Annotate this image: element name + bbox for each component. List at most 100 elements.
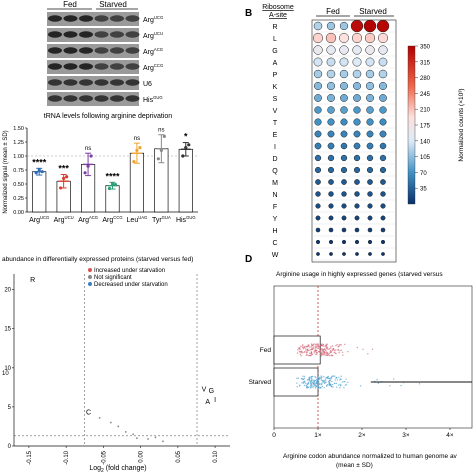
usage-point: [327, 380, 330, 383]
blot-band: [79, 95, 93, 102]
usage-point: [302, 351, 304, 354]
heatmap-panel: B Ribosome A-site Fed Starved RLGAPKSVTE…: [245, 4, 465, 263]
usage-point: [306, 351, 309, 353]
colorbar-tick-label: 70: [420, 171, 427, 177]
usage-point: [296, 382, 298, 384]
usage-point: [321, 352, 323, 355]
heatmap-cell: [328, 215, 334, 221]
heatmap-cell: [363, 19, 377, 33]
usage-point: [337, 346, 339, 348]
heatmap-row-label: D: [272, 156, 277, 163]
panel-b-label: B: [245, 8, 252, 19]
heatmap-cell: [352, 45, 362, 55]
usage-point: [317, 343, 319, 345]
category-label: ArgACG: [78, 215, 98, 224]
heatmap-cell: [352, 69, 362, 79]
volcano-xlabel: Log2 (fold change): [89, 465, 146, 474]
heatmap-cell: [312, 32, 324, 44]
heatmap-cell: [326, 69, 336, 79]
blot-band: [48, 47, 62, 54]
blot-band: [63, 47, 78, 54]
heatmap-cell: [354, 203, 360, 209]
heatmap-cell: [339, 21, 349, 31]
usage-point: [340, 344, 342, 346]
heatmap-cell: [352, 57, 362, 67]
usage-point: [319, 387, 321, 389]
usage-point: [323, 376, 325, 378]
blot-band: [63, 15, 78, 22]
data-point: [37, 168, 41, 172]
usage-point: [308, 349, 310, 352]
heatmap-cell: [341, 227, 347, 233]
heatmap-cell: [325, 32, 337, 44]
category-label: LeuUAG: [127, 215, 148, 224]
usage-point: [310, 384, 313, 386]
usage-point: [333, 348, 335, 351]
heatmap-cell: [314, 94, 322, 102]
usage-point: [336, 379, 339, 381]
usage-point: [326, 384, 329, 386]
y-tick-label: 20: [4, 288, 11, 294]
heatmap-cell: [341, 239, 347, 245]
heatmap-cell: [314, 166, 322, 174]
data-point: [132, 160, 136, 164]
usage-point: [335, 382, 338, 385]
heatmap-cell: [366, 166, 374, 174]
usage-point: [320, 344, 323, 347]
blot-band: [79, 63, 93, 70]
usage-point: [301, 350, 303, 352]
usage-point: [330, 346, 332, 348]
bar: [32, 171, 47, 213]
usage-point: [307, 381, 310, 384]
usage-point: [318, 351, 321, 353]
usage-point: [321, 354, 323, 356]
usage-point: [315, 347, 317, 349]
usage-point: [333, 382, 336, 384]
usage-point: [323, 352, 325, 354]
usage-point: [335, 386, 338, 388]
heatmap-cell: [313, 81, 323, 91]
blot-band: [110, 47, 124, 54]
point-label: V: [202, 386, 207, 393]
usage-point: [302, 375, 304, 377]
blot-row-label: ArgUCG: [143, 15, 163, 24]
point-label: R: [30, 277, 35, 284]
usage-point: [311, 353, 313, 356]
blot-band: [48, 15, 62, 22]
usage-point: [315, 378, 318, 381]
colorbar: [407, 45, 416, 205]
heatmap-row-label: R: [272, 24, 277, 31]
heatmap-cell: [314, 142, 322, 150]
volcano-point: [162, 440, 164, 443]
heatmap-row-label: K: [273, 84, 278, 91]
usage-point: [327, 353, 330, 355]
usage-point: [332, 386, 334, 388]
heatmap-cell: [354, 215, 360, 221]
heatmap-cell: [366, 142, 374, 150]
point-label: A: [205, 399, 210, 406]
category-label: HisGUG: [176, 215, 196, 224]
usage-point: [296, 352, 299, 354]
heatmap-cell: [354, 191, 360, 197]
usage-point: [306, 385, 309, 388]
usage-point: [333, 351, 335, 354]
usage-point: [340, 378, 342, 380]
heatmap-cell: [315, 227, 321, 233]
usage-category-label: Starved: [249, 379, 272, 386]
usage-point: [317, 378, 319, 380]
usage-point: [344, 384, 346, 387]
volcano-point: [132, 433, 135, 436]
blot-row-label: U6: [143, 81, 152, 88]
usage-point: [296, 377, 298, 379]
x-tick-label: 2×: [358, 432, 366, 439]
heatmap-cell: [380, 179, 386, 185]
y-tick-label: 1.25: [13, 140, 24, 146]
usage-point: [313, 352, 315, 354]
data-point: [110, 182, 115, 186]
heatmap-row-label: A: [273, 60, 278, 67]
usage-point: [299, 353, 302, 356]
usage-point: [305, 352, 307, 354]
usage-point: [312, 375, 314, 378]
heatmap-cell: [380, 203, 386, 209]
colorbar-tick-label: 210: [420, 108, 431, 114]
